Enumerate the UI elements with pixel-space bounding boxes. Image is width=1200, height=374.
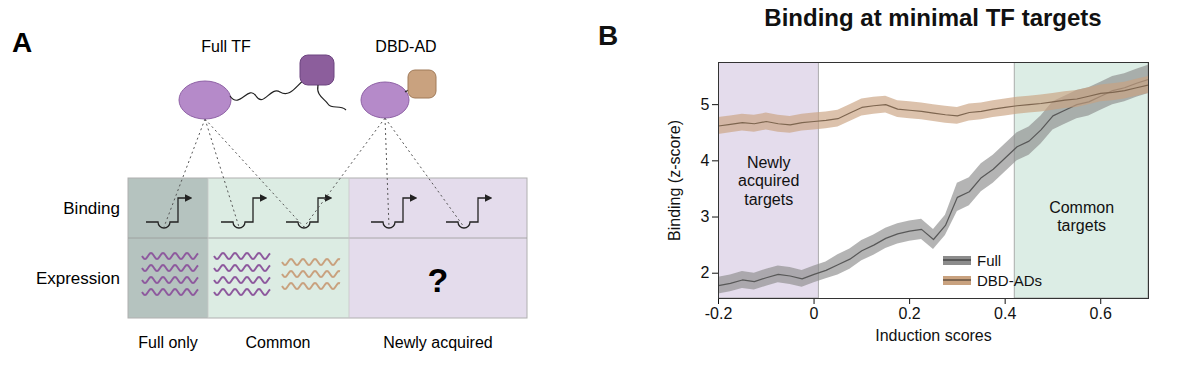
svg-text:?: ? xyxy=(428,261,449,299)
svg-text:Full only: Full only xyxy=(138,334,198,351)
svg-text:0.2: 0.2 xyxy=(898,305,920,322)
html-text:Full: Full xyxy=(977,251,1002,269)
html-text:DBD-ADs: DBD-ADs xyxy=(977,271,1042,289)
svg-text:Expression: Expression xyxy=(36,269,120,288)
svg-text:Newly acquired: Newly acquired xyxy=(383,334,492,351)
svg-text:-0.2: -0.2 xyxy=(705,305,733,322)
svg-text:Induction scores: Induction scores xyxy=(875,327,992,344)
svg-text:0.6: 0.6 xyxy=(1090,305,1112,322)
svg-text:5: 5 xyxy=(701,96,710,113)
svg-text:Common: Common xyxy=(246,334,311,351)
svg-text:Binding: Binding xyxy=(63,199,120,218)
svg-text:Newlyacquiredtargets: Newlyacquiredtargets xyxy=(738,154,799,208)
svg-text:0.4: 0.4 xyxy=(994,305,1016,322)
svg-text:Commontargets: Commontargets xyxy=(1049,199,1114,234)
svg-text:Binding (z-score): Binding (z-score) xyxy=(666,120,683,241)
html-text:B: B xyxy=(598,20,619,51)
svg-text:Full TF: Full TF xyxy=(201,38,251,55)
svg-text:0: 0 xyxy=(810,305,819,322)
html-text:Binding at minimal TF targets: Binding at minimal TF targets xyxy=(764,4,1102,31)
svg-text:2: 2 xyxy=(701,264,710,281)
svg-text:4: 4 xyxy=(701,152,710,169)
svg-text:DBD-AD: DBD-AD xyxy=(375,38,436,55)
svg-text:A: A xyxy=(12,27,32,58)
svg-text:3: 3 xyxy=(701,208,710,225)
